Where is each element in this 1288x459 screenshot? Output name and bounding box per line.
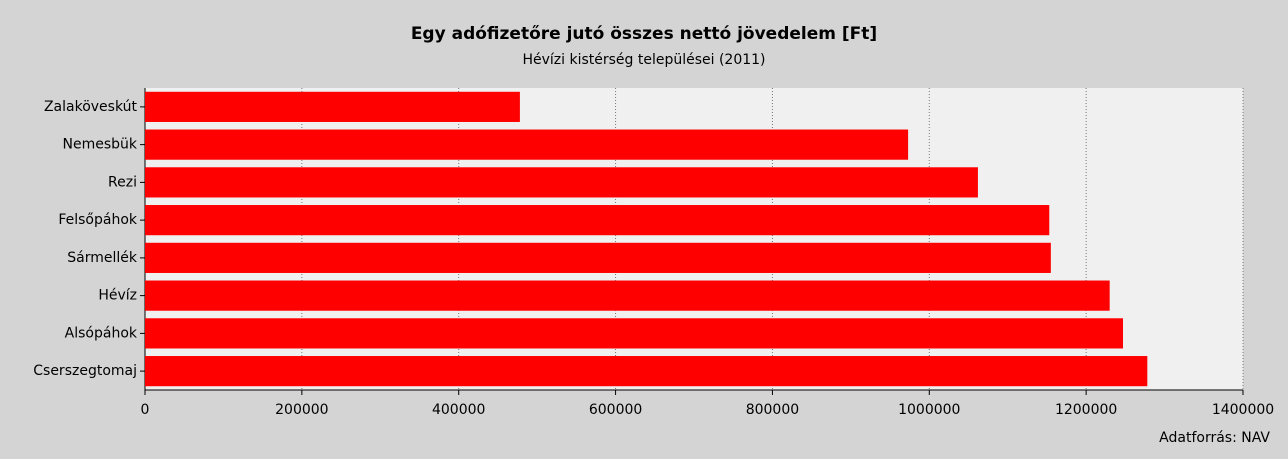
bar [145, 91, 520, 122]
bar [145, 242, 1051, 273]
source-note: Adatforrás: NAV [1159, 430, 1270, 446]
x-tick-label: 1000000 [898, 402, 960, 418]
chart-subtitle: Hévízi kistérség települései (2011) [522, 52, 765, 68]
y-tick-label: Nemesbük [63, 137, 138, 153]
y-tick-label: Zalaköveskút [44, 99, 138, 115]
x-tick-label: 200000 [275, 402, 328, 418]
x-tick-label: 400000 [432, 402, 485, 418]
y-tick-label: Rezi [108, 174, 137, 190]
x-tick-label: 1200000 [1055, 402, 1117, 418]
y-tick-label: Felsőpáhok [58, 212, 138, 228]
x-tick-label: 0 [141, 402, 150, 418]
y-tick-label: Sármellék [67, 250, 138, 266]
y-tick-label: Hévíz [98, 288, 137, 304]
bar [145, 129, 909, 160]
x-tick-label: 600000 [589, 402, 642, 418]
bar [145, 280, 1110, 311]
bar [145, 318, 1124, 349]
y-tick-label: Alsópáhok [65, 325, 138, 341]
y-tick-label: Cserszegtomaj [33, 363, 137, 379]
x-tick-label: 1400000 [1212, 402, 1274, 418]
x-tick-label: 800000 [746, 402, 799, 418]
chart-title: Egy adófizetőre jutó összes nettó jövede… [411, 24, 877, 44]
bar [145, 167, 978, 198]
bar [145, 356, 1148, 387]
bar [145, 205, 1050, 236]
